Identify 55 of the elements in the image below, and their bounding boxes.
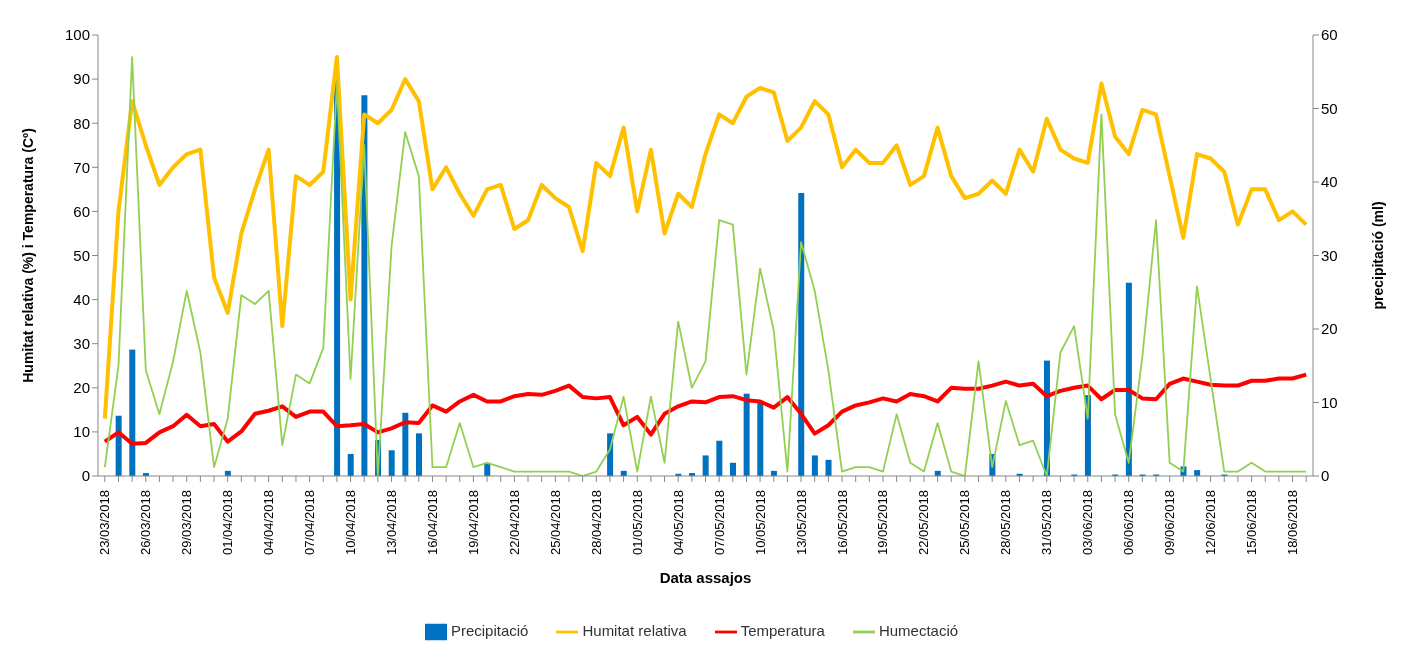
y2-tick-label: 10 [1321,393,1338,411]
y-tick-label: 0 [81,467,90,485]
x-tick-label: 28/05/2018 [998,490,1014,556]
x-tick-label: 16/04/2018 [424,490,440,556]
x-tick-label: 03/06/2018 [1080,490,1096,556]
x-axis-title: Data assajos [659,569,752,586]
x-tick-label: 01/04/2018 [220,490,236,556]
y-axis-title: Humitat relativa (%) i Temperatura (Cº) [19,128,36,383]
legend-label: Temperatura [740,621,825,639]
y-tick-label: 40 [73,290,90,308]
x-tick-label: 13/05/2018 [793,490,809,556]
x-tick-label: 10/04/2018 [343,490,359,556]
x-tick-label: 09/06/2018 [1162,490,1178,556]
y-tick-label: 90 [73,70,90,88]
x-tick-label: 22/04/2018 [506,490,522,556]
x-tick-label: 04/04/2018 [261,490,277,556]
x-tick-label: 19/05/2018 [875,490,891,556]
y2-tick-label: 60 [1321,26,1338,44]
x-tick-label: 06/06/2018 [1121,490,1137,556]
y-tick-label: 80 [73,114,90,132]
x-tick-label: 12/06/2018 [1203,490,1219,556]
x-tick-label: 07/04/2018 [302,490,318,556]
y2-axis-title: precipitació (ml) [1369,201,1386,310]
x-tick-label: 04/05/2018 [670,490,686,556]
y2-tick-label: 0 [1321,467,1330,485]
x-tick-label: 28/04/2018 [588,490,604,556]
x-tick-label: 29/03/2018 [179,490,195,556]
x-tick-label: 18/06/2018 [1285,490,1301,556]
y-tick-label: 10 [73,423,90,441]
x-tick-label: 23/03/2018 [97,490,113,556]
x-tick-label: 01/05/2018 [629,490,645,556]
x-tick-label: 26/03/2018 [138,490,154,556]
y-tick-label: 60 [73,202,90,220]
x-tick-label: 13/04/2018 [384,490,400,556]
y-tick-label: 20 [73,379,90,397]
y2-tick-label: 40 [1321,173,1338,191]
y2-tick-label: 50 [1321,99,1338,117]
y-tick-label: 50 [73,246,90,264]
x-tick-label: 22/05/2018 [916,490,932,556]
y2-tick-label: 30 [1321,246,1338,264]
y-tick-label: 70 [73,158,90,176]
legend-label: Precipitació [450,621,529,639]
x-tick-label: 19/04/2018 [465,490,481,556]
legend-label: Humectació [878,621,959,639]
x-tick-label: 31/05/2018 [1039,490,1055,556]
x-tick-label: 07/05/2018 [711,490,727,556]
x-tick-label: 25/05/2018 [957,490,973,556]
y-tick-label: 30 [73,335,90,353]
y-tick-label: 100 [64,26,90,44]
legend-label: Humitat relativa [582,621,687,639]
x-tick-label: 10/05/2018 [752,490,768,556]
x-tick-label: 16/05/2018 [834,490,850,556]
x-tick-label: 25/04/2018 [547,490,563,556]
y2-tick-label: 20 [1321,320,1338,338]
x-tick-label: 15/06/2018 [1244,490,1260,556]
